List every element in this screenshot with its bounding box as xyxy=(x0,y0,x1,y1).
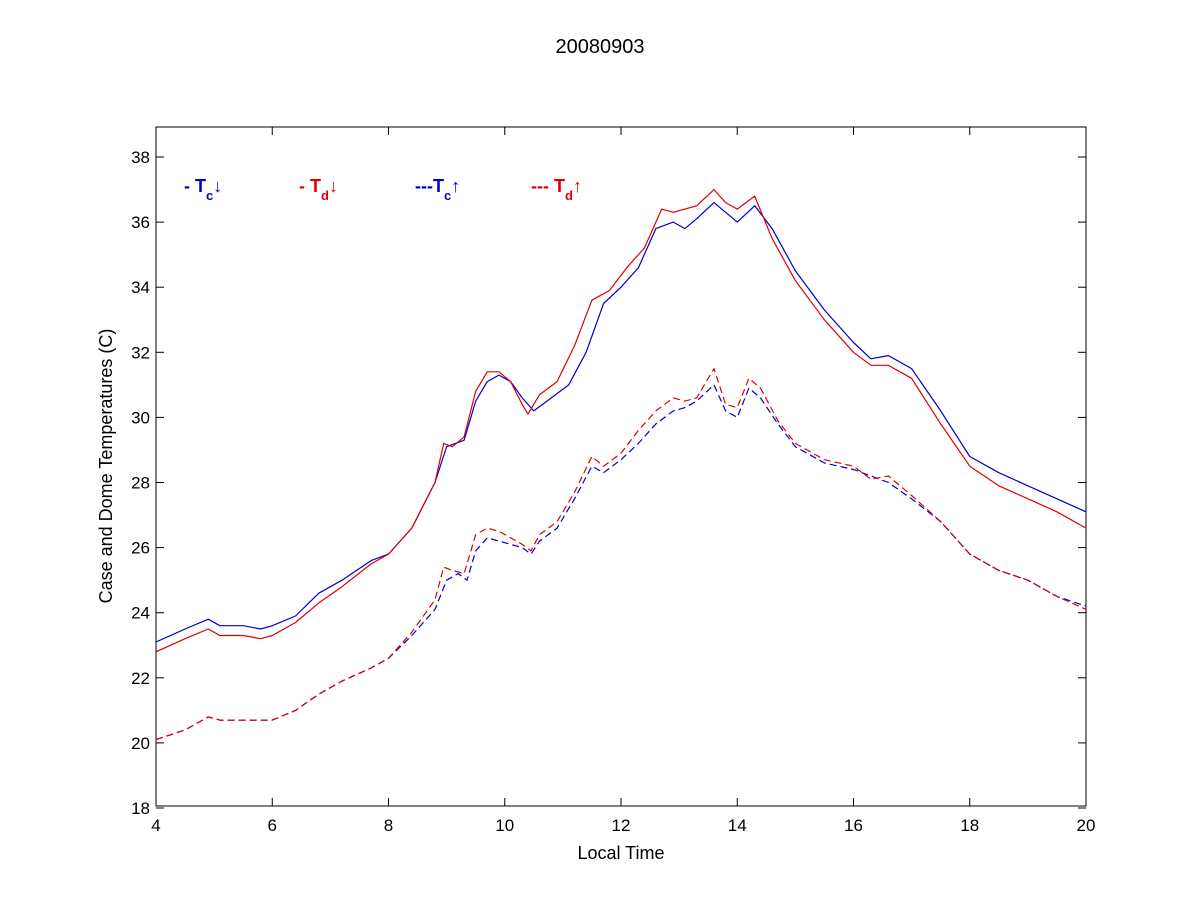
y-tick-label: 34 xyxy=(131,278,150,297)
legend-entry-1: - Tc↓ xyxy=(184,176,222,203)
chart-title: 20080903 xyxy=(556,36,645,58)
y-tick-label: 26 xyxy=(131,539,150,558)
x-tick-label: 10 xyxy=(495,816,514,835)
y-tick-label: 32 xyxy=(131,343,150,362)
x-tick-label: 6 xyxy=(268,816,277,835)
y-tick-label: 24 xyxy=(131,604,150,623)
series-line-4 xyxy=(155,368,1087,741)
plot-area xyxy=(155,126,1087,807)
y-tick-label: 20 xyxy=(131,734,150,753)
y-tick-label: 36 xyxy=(131,213,150,232)
x-tick-label: 8 xyxy=(384,816,393,835)
axis-ticks: 4 6 8 10 12 14 16 18 20 18 20 22 24 26 28 30 32 34 36 38 xyxy=(131,127,1095,835)
x-tick-label: 4 xyxy=(151,816,160,835)
series-line-2 xyxy=(155,189,1087,653)
x-tick-label: 14 xyxy=(728,816,747,835)
x-tick-label: 16 xyxy=(844,816,863,835)
x-tick-label: 18 xyxy=(960,816,979,835)
y-tick-label: 18 xyxy=(131,799,150,818)
series-lines xyxy=(155,189,1087,741)
series-line-1 xyxy=(155,202,1087,643)
x-axis-label: Local Time xyxy=(577,843,664,863)
x-tick-label: 20 xyxy=(1077,816,1096,835)
legend-entry-3: ---Tc↑ xyxy=(415,176,460,203)
legend: - Tc↓ - Td↓ ---Tc↑ --- Td↑ xyxy=(184,176,582,203)
y-axis-label: Case and Dome Temperatures (C) xyxy=(96,329,116,604)
y-tick-label: 38 xyxy=(131,148,150,167)
legend-entry-2: - Td↓ xyxy=(299,176,338,203)
x-tick-label: 12 xyxy=(612,816,631,835)
legend-entry-4: --- Td↑ xyxy=(531,176,582,203)
y-tick-label: 22 xyxy=(131,669,150,688)
y-tick-label: 28 xyxy=(131,474,150,493)
y-tick-label: 30 xyxy=(131,408,150,427)
